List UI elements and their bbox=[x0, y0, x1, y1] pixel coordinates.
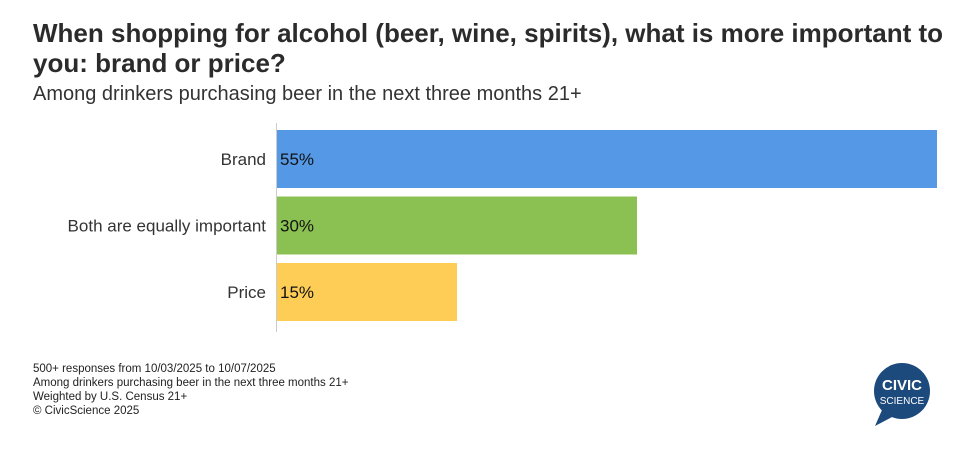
bar-brand bbox=[277, 130, 937, 188]
footer-line: Weighted by U.S. Census 21+ bbox=[33, 391, 188, 403]
category-label: Price bbox=[227, 283, 266, 302]
data-label: 55% bbox=[280, 150, 314, 169]
footer-line: Among drinkers purchasing beer in the ne… bbox=[33, 377, 349, 389]
chart-title: When shopping for alcohol (beer, wine, s… bbox=[33, 18, 944, 78]
chart-subtitle: Among drinkers purchasing beer in the ne… bbox=[33, 83, 582, 105]
category-label: Both are equally important bbox=[68, 217, 267, 236]
data-label: 15% bbox=[280, 283, 314, 302]
bar-both-are-equally-important bbox=[277, 196, 637, 255]
category-label: Brand bbox=[221, 150, 266, 169]
footer-line: © CivicScience 2025 bbox=[33, 405, 140, 417]
data-label: 30% bbox=[280, 217, 314, 236]
svg-text:CIVIC: CIVIC bbox=[882, 377, 922, 394]
svg-text:SCIENCE: SCIENCE bbox=[880, 396, 925, 407]
footer-notes: 500+ responses from 10/03/2025 to 10/07/… bbox=[33, 362, 348, 418]
bar-price bbox=[277, 263, 457, 321]
footer-line: 500+ responses from 10/03/2025 to 10/07/… bbox=[33, 363, 276, 375]
civicscience-logo: CIVIC SCIENCE bbox=[874, 363, 930, 426]
